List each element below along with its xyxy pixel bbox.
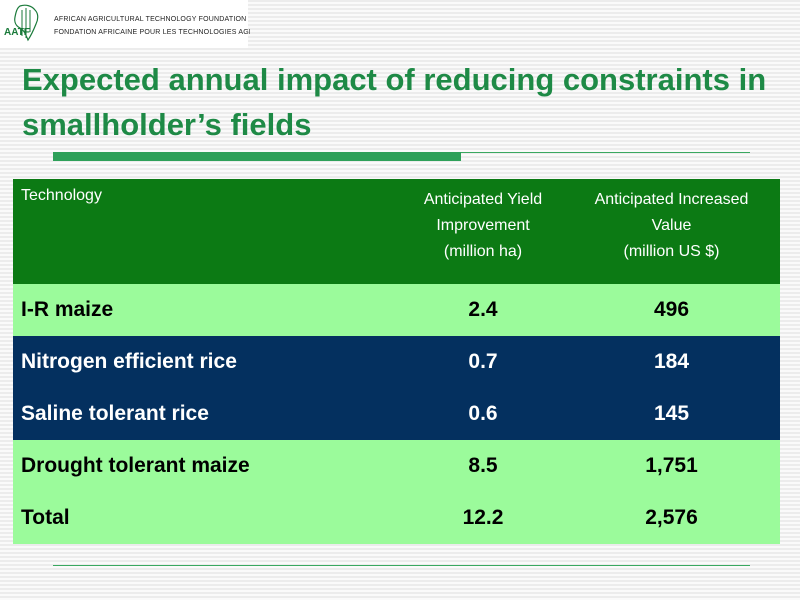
aatf-logo: AATF (4, 4, 39, 42)
header-value-line: Anticipated Increased (594, 191, 749, 208)
cell-yield: 0.6 (468, 402, 498, 425)
org-name-french: FONDATION AFRICAINE POUR LES TECHNOLOGIE… (54, 29, 250, 36)
header-yield: Anticipated Yield Improvement (million h… (403, 179, 563, 284)
logo-text: AATF (4, 27, 30, 38)
logo-strip: AATF AFRICAN AGRICULTURAL TECHNOLOGY FOU… (0, 0, 250, 48)
cell-yield: 8.5 (468, 454, 498, 477)
table-row: Saline tolerant rice 0.6 145 (13, 388, 780, 440)
slide-title: Expected annual impact of reducing const… (22, 62, 767, 142)
cell-value: 184 (653, 350, 690, 373)
cell-technology: Total (21, 506, 70, 529)
row-group-navy: Nitrogen efficient rice 0.7 184 Saline t… (13, 336, 780, 440)
table-header-row: Technology Anticipated Yield Improvement… (13, 179, 780, 284)
footer-line (53, 565, 750, 566)
title-underline-bar (53, 152, 461, 161)
header-technology: Technology (21, 187, 102, 204)
cell-yield: 12.2 (462, 506, 504, 529)
cell-yield: 0.7 (468, 350, 498, 373)
table-row: I-R maize 2.4 496 (13, 284, 780, 336)
header-value-line: Value (651, 217, 692, 234)
header-yield-line: (million ha) (443, 243, 523, 260)
cell-yield: 2.4 (468, 298, 498, 321)
cell-value: 1,751 (645, 454, 698, 477)
table-row: Nitrogen efficient rice 0.7 184 (13, 336, 780, 388)
header-yield-line: Improvement (436, 217, 530, 234)
cell-value: 2,576 (645, 506, 698, 529)
impact-table: Technology Anticipated Yield Improvement… (13, 179, 780, 544)
title-underline-line (461, 152, 750, 153)
header-value-line: (million US $) (623, 243, 720, 260)
table-row-total: Total 12.2 2,576 (13, 492, 780, 544)
org-name-english: AFRICAN AGRICULTURAL TECHNOLOGY FOUNDATI… (54, 16, 247, 23)
cell-value: 496 (653, 298, 690, 321)
cell-technology: Nitrogen efficient rice (21, 350, 237, 373)
row-group-green-2: Drought tolerant maize 8.5 1,751 Total 1… (13, 440, 780, 544)
cell-technology: I-R maize (21, 298, 114, 321)
cell-value: 145 (653, 402, 690, 425)
row-group-green-1: I-R maize 2.4 496 (13, 284, 780, 336)
table-row: Drought tolerant maize 8.5 1,751 (13, 440, 780, 492)
cell-technology: Drought tolerant maize (21, 454, 250, 477)
header-value: Anticipated Increased Value (million US … (563, 179, 780, 284)
header-yield-line: Anticipated Yield (423, 191, 543, 208)
cell-technology: Saline tolerant rice (21, 402, 209, 425)
